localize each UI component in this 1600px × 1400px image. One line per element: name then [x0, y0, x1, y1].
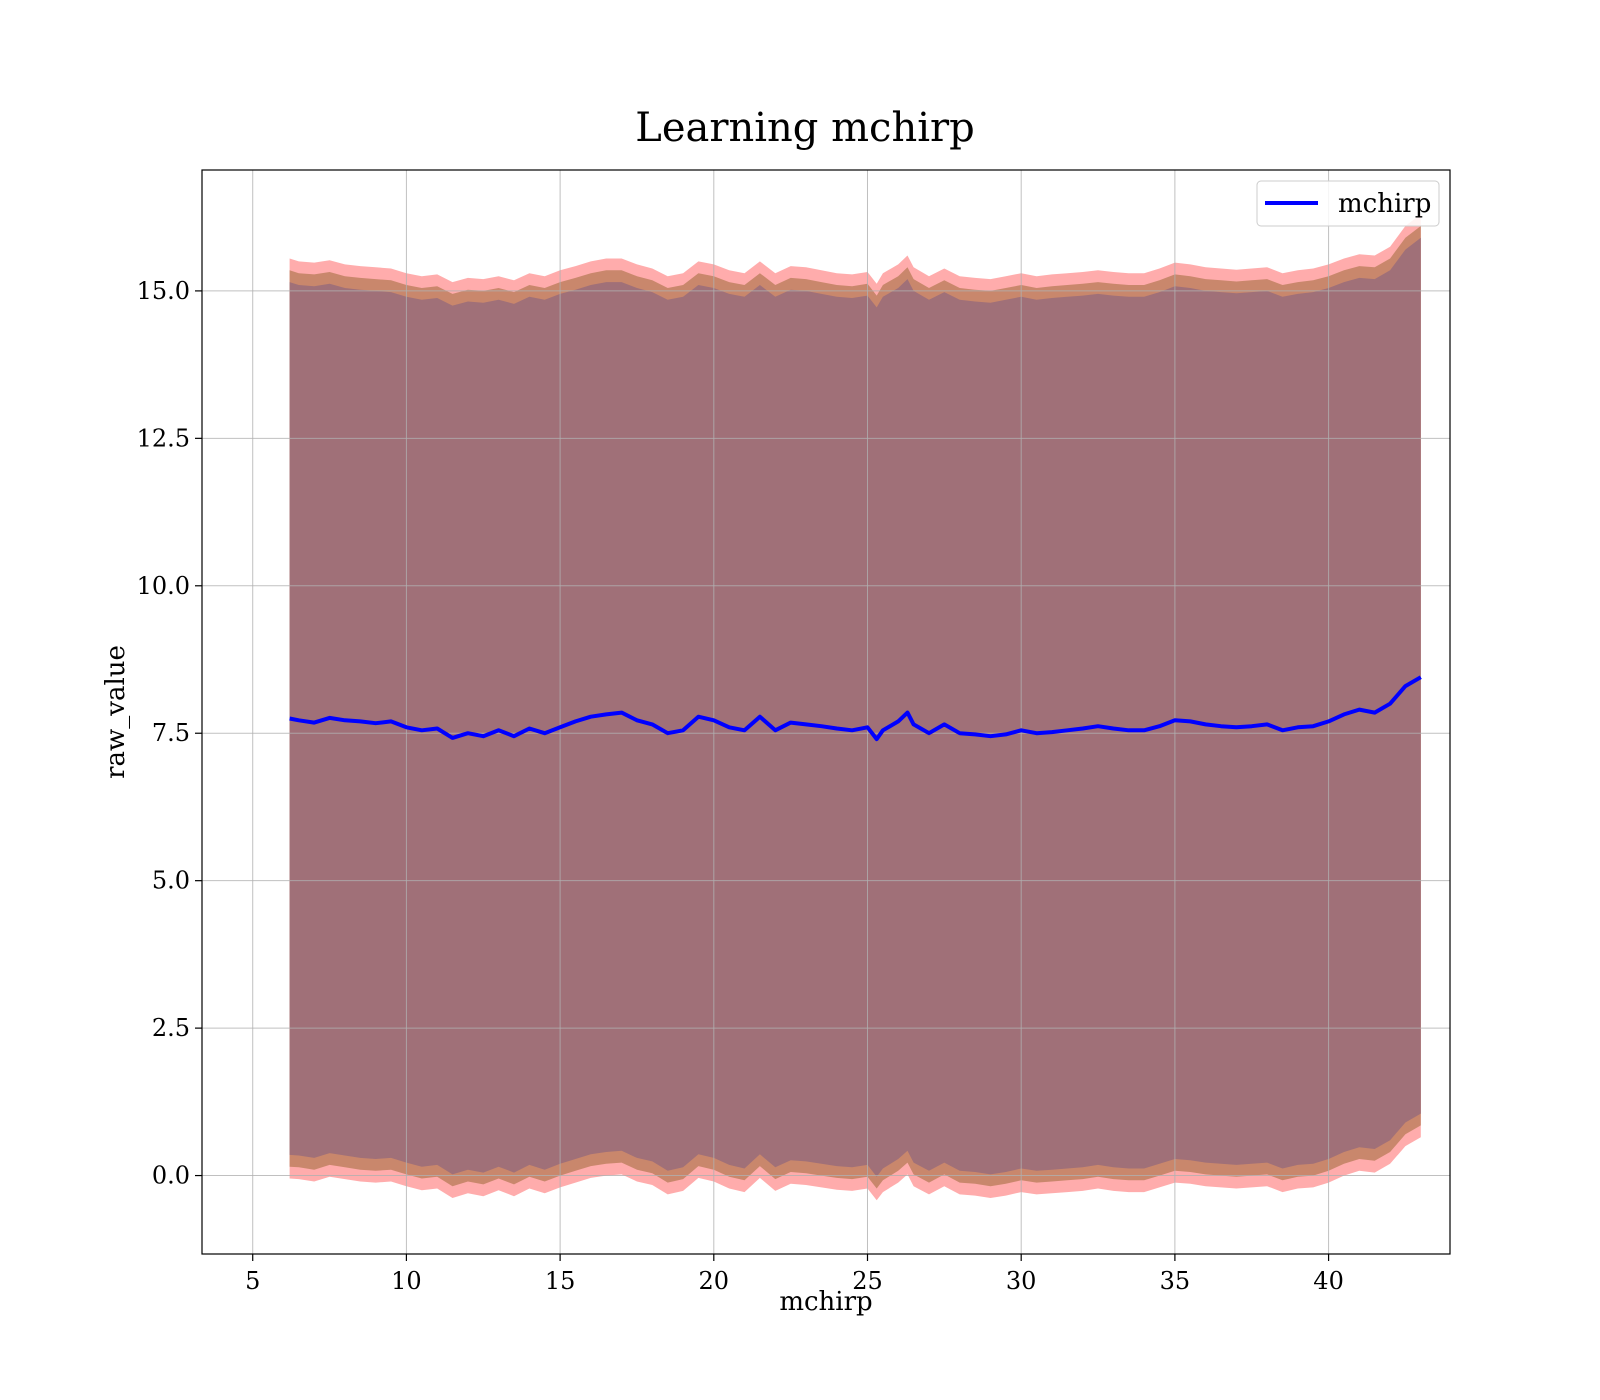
x-axis-label: mchirp	[779, 1287, 872, 1317]
y-tick-label-1: 2.5	[152, 1014, 190, 1042]
x-tick-label-0: 5	[245, 1267, 260, 1295]
y-axis-label: raw_value	[101, 645, 131, 779]
x-tick-label-7: 40	[1313, 1267, 1344, 1295]
y-tick-label-5: 12.5	[137, 424, 190, 452]
legend[interactable]: mchirp	[1257, 181, 1439, 226]
y-tick-label-2: 5.0	[152, 867, 190, 895]
y-tick-label-4: 10.0	[137, 572, 190, 600]
x-tick-label-6: 35	[1160, 1267, 1191, 1295]
chart-title: Learning mchirp	[635, 105, 974, 151]
legend-label-mchirp: mchirp	[1338, 189, 1431, 219]
x-tick-label-1: 10	[391, 1267, 422, 1295]
band-inner	[290, 238, 1421, 1177]
y-tick-label-6: 15.0	[137, 277, 190, 305]
x-tick-label-3: 20	[699, 1267, 730, 1295]
y-tick-label-3: 7.5	[152, 719, 190, 747]
uncertainty-bands	[290, 214, 1421, 1200]
x-tick-label-5: 30	[1006, 1267, 1037, 1295]
x-tick-label-2: 15	[545, 1267, 576, 1295]
y-tick-label-0: 0.0	[152, 1162, 190, 1190]
